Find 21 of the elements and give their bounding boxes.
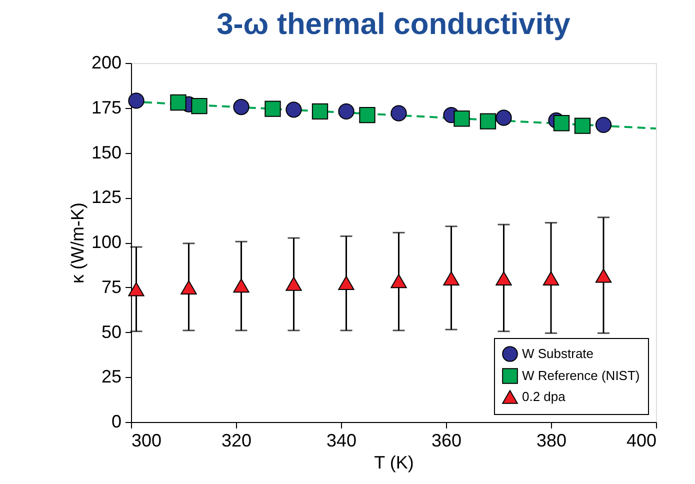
y-tick-label: 75: [101, 276, 122, 297]
legend-label: W Reference (NIST): [522, 368, 640, 383]
y-tick-label: 150: [91, 142, 122, 162]
y-tick-label: 125: [91, 187, 122, 208]
y-axis-title: κ (W/m-K): [67, 202, 88, 284]
chart-title: 3-ω thermal conductivity: [216, 8, 571, 41]
y-tick-label: 25: [101, 366, 122, 387]
y-tick-label: 200: [91, 52, 122, 72]
x-tick-label: 380: [536, 430, 567, 450]
legend-label: 0.2 dpa: [522, 389, 566, 404]
x-axis-title: T (K): [374, 452, 414, 472]
x-tick-label: 320: [221, 430, 252, 450]
y-tick-label: 100: [91, 232, 122, 252]
y-tick-label: 50: [101, 322, 122, 342]
x-tick-label: 360: [431, 430, 462, 450]
y-tick-label: 175: [91, 97, 122, 118]
legend-label: W Substrate: [522, 346, 594, 361]
x-tick-label: 300: [132, 430, 162, 450]
x-tick-label: 340: [326, 430, 357, 450]
x-tick-label: 400: [626, 430, 656, 450]
y-tick-label: 0: [111, 412, 122, 432]
